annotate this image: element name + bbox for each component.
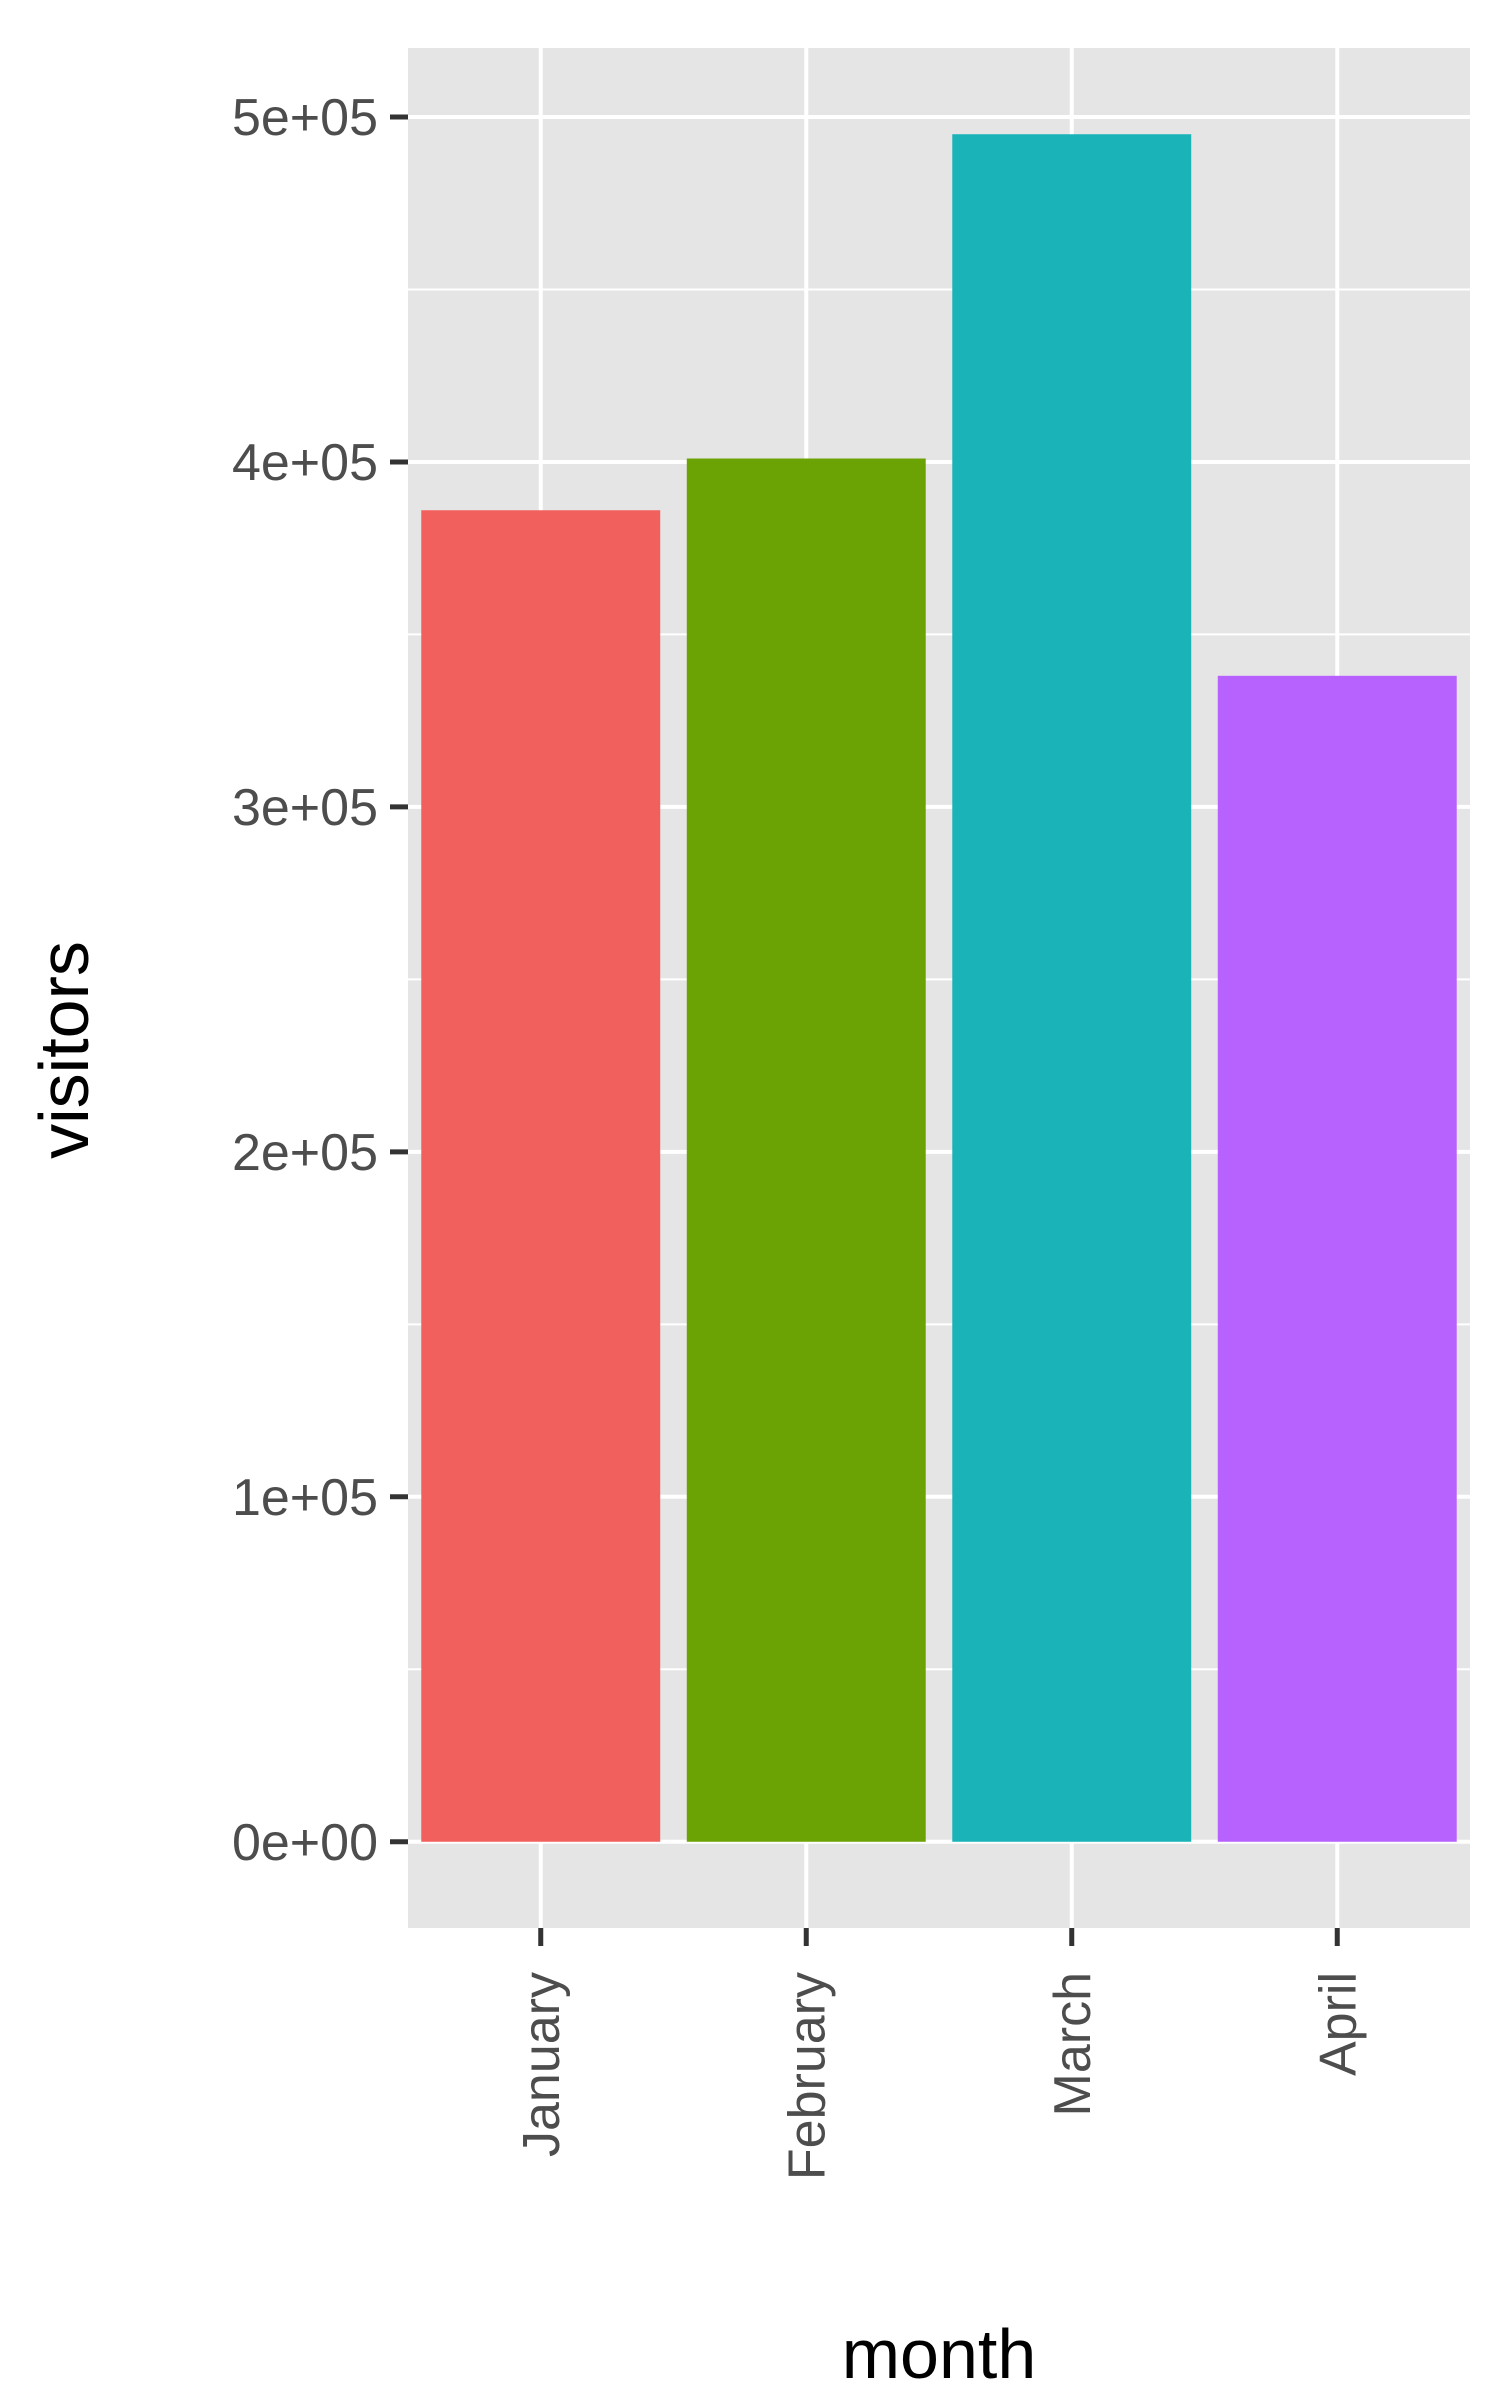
y-tick-label: 5e+05 [232,89,378,147]
x-tick-label: April [1309,1972,1367,2076]
x-tick-label: March [1044,1972,1102,2116]
y-tick-label: 2e+05 [232,1124,378,1182]
y-axis: 0e+00 1e+05 2e+05 3e+05 4e+05 5e+05 [232,89,408,1872]
bar-april [1217,675,1457,1842]
bar-january [421,510,661,1842]
y-tick-label: 1e+05 [232,1469,378,1527]
x-tick-label: February [778,1972,836,2180]
bar-february [686,458,926,1842]
x-axis: January February March April [513,1928,1367,2180]
bars [421,134,1457,1842]
x-axis-title: month [842,2315,1037,2393]
y-tick-label: 3e+05 [232,779,378,837]
x-tick-label: January [513,1972,571,2157]
y-axis-title: visitors [25,941,103,1159]
y-tick-label: 4e+05 [232,434,378,492]
y-tick-label: 0e+00 [232,1814,378,1872]
bar-march [952,134,1192,1842]
